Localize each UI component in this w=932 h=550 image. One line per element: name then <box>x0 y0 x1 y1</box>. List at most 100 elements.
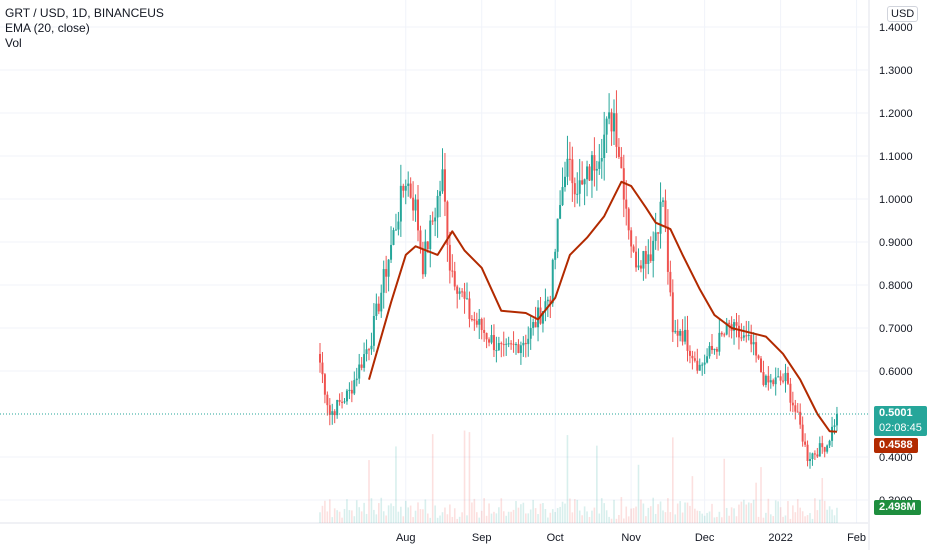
candle-body <box>647 254 650 264</box>
candle-body <box>686 329 689 351</box>
volume-bar <box>429 517 432 523</box>
candle-body <box>718 332 721 352</box>
candle-body <box>394 229 397 231</box>
volume-bar <box>676 503 679 523</box>
volume-bar <box>586 511 588 523</box>
volume-bar <box>417 502 419 523</box>
volume-bar <box>419 509 422 523</box>
volume-bar <box>772 516 775 523</box>
volume-bar <box>779 507 782 523</box>
ema-value-tag: 0.4588 <box>874 438 918 453</box>
volume-bar <box>427 513 429 523</box>
candle-body <box>654 232 657 241</box>
volume-bar <box>400 506 402 523</box>
volume-bar <box>556 508 559 523</box>
volume-bar <box>755 482 757 523</box>
volume-bar <box>623 518 625 523</box>
volume-bar <box>725 507 728 523</box>
volume-bar <box>703 515 706 523</box>
candle-body <box>512 343 515 345</box>
volume-bar <box>502 511 505 523</box>
candle-body <box>424 241 427 275</box>
volume-bar <box>385 515 387 523</box>
candle-body <box>639 265 642 269</box>
volume-bar <box>806 515 809 523</box>
candle-body <box>576 193 579 195</box>
candle-body <box>720 332 723 335</box>
candle-body <box>358 364 361 379</box>
candle-body <box>507 343 510 345</box>
volume-bar <box>365 513 368 523</box>
volume-bar <box>610 518 613 523</box>
candle-body <box>823 447 826 452</box>
candle-body <box>581 180 584 185</box>
candle-body <box>796 411 799 413</box>
candle-body <box>365 349 368 355</box>
candle-body <box>321 362 324 375</box>
volume-bar <box>674 514 677 523</box>
candle-body <box>681 330 684 342</box>
volume-bar <box>681 512 684 523</box>
volume-bar <box>490 513 493 523</box>
candle-body <box>414 199 417 211</box>
candle-body <box>728 322 731 325</box>
volume-bar <box>694 508 696 523</box>
candle-body <box>671 292 674 333</box>
volume-bar <box>600 498 603 523</box>
candle-body <box>627 208 630 231</box>
candle-body <box>715 348 718 352</box>
volume-bar <box>718 511 721 523</box>
currency-button[interactable]: USD <box>887 6 919 22</box>
candle-body <box>431 220 434 222</box>
candle-body <box>777 376 780 378</box>
candle-body <box>818 443 821 457</box>
volume-bar <box>566 435 569 523</box>
volume-bar <box>662 510 664 523</box>
volume-bar <box>706 512 708 523</box>
volume-bar <box>684 502 686 523</box>
ema-legend[interactable]: EMA (20, close) <box>5 21 90 35</box>
candle-body <box>466 298 468 300</box>
candle-body <box>760 358 762 373</box>
candle-body <box>502 344 505 346</box>
volume-legend[interactable]: Vol <box>5 36 22 50</box>
price-tick-label: 1.3000 <box>879 65 913 77</box>
candle-body <box>791 402 794 406</box>
candle-body <box>409 183 412 198</box>
volume-bar <box>409 505 412 523</box>
candle-body <box>750 334 753 345</box>
volume-bar <box>613 499 615 523</box>
candle-body <box>485 332 488 340</box>
candle-body <box>515 344 517 346</box>
price-tick-label: 0.4000 <box>879 452 913 464</box>
symbol-title[interactable]: GRT / USD, 1D, BINANCEUS <box>5 6 164 20</box>
candle-body <box>331 411 334 415</box>
volume-bar <box>588 516 591 523</box>
volume-bar <box>370 498 373 523</box>
volume-bar <box>471 502 473 523</box>
volume-bar <box>493 511 495 523</box>
candle-body <box>737 325 740 338</box>
time-tick-label: Aug <box>396 532 416 544</box>
volume-bar <box>811 518 814 523</box>
candle-body <box>387 259 390 277</box>
candle-body <box>353 380 356 394</box>
candle-body <box>529 327 532 339</box>
volume-bar <box>767 498 770 523</box>
time-tick-label: Nov <box>621 532 641 544</box>
candle-body <box>733 322 736 331</box>
price-tick-label: 1.2000 <box>879 108 913 120</box>
volume-bar <box>591 510 593 523</box>
candle-body <box>625 199 628 209</box>
volume-bar <box>799 507 801 523</box>
volume-bar <box>804 516 806 523</box>
volume-bar <box>512 509 515 523</box>
candle-body <box>524 342 527 345</box>
candle-body <box>789 383 792 403</box>
candle-body <box>603 134 606 159</box>
candle-body <box>392 230 395 245</box>
candle-body <box>380 292 383 312</box>
candle-body <box>549 299 552 304</box>
